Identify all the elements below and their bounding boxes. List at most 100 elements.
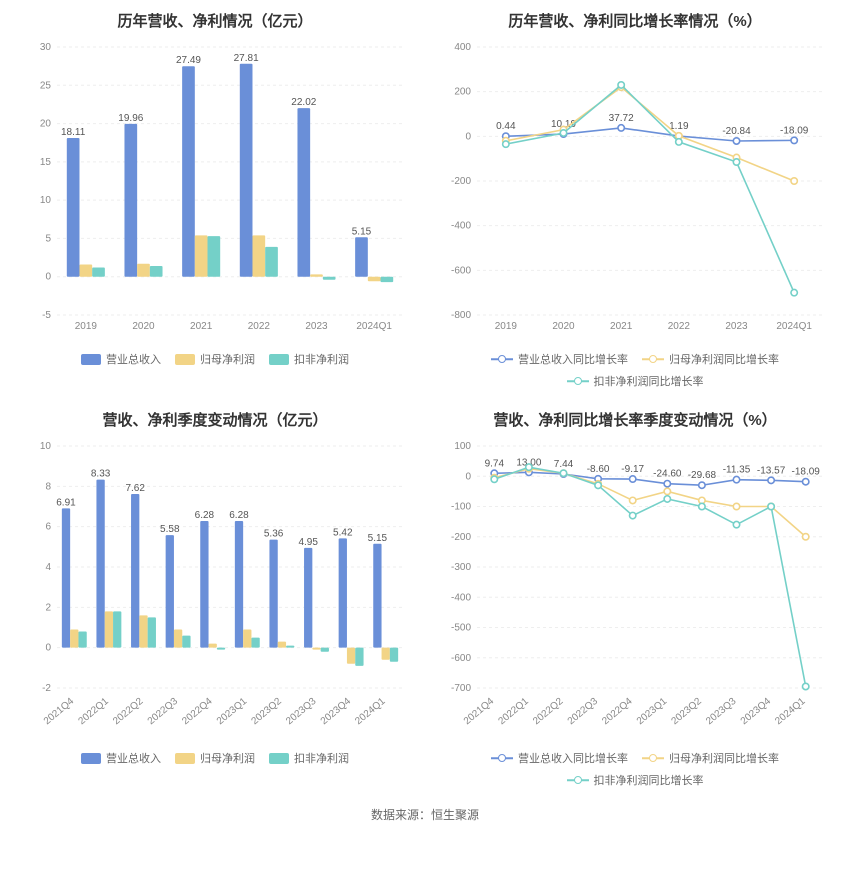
svg-text:6.28: 6.28 xyxy=(195,510,215,521)
svg-text:2023Q4: 2023Q4 xyxy=(319,696,354,728)
svg-text:2021: 2021 xyxy=(190,321,213,332)
svg-text:8: 8 xyxy=(45,481,51,492)
svg-text:5.15: 5.15 xyxy=(352,226,372,237)
svg-text:2023Q2: 2023Q2 xyxy=(249,696,284,728)
chart-legend: 营业总收入归母净利润 扣非净利润 xyxy=(81,750,349,766)
chart-panel: 历年营收、净利同比增长率情况（%）-800-600-400-2000200400… xyxy=(430,10,840,389)
legend-item: 归母净利润同比增长率 xyxy=(642,351,779,367)
svg-text:0: 0 xyxy=(465,471,471,482)
svg-text:400: 400 xyxy=(454,42,471,53)
svg-text:2023Q1: 2023Q1 xyxy=(215,696,250,728)
svg-text:-8.60: -8.60 xyxy=(587,464,610,475)
svg-text:6.28: 6.28 xyxy=(229,510,249,521)
svg-text:30: 30 xyxy=(40,42,52,53)
legend-label: 扣非净利润 xyxy=(294,750,349,766)
svg-text:-200: -200 xyxy=(451,532,471,543)
chart-panel: 营收、净利季度变动情况（亿元）-202468102021Q42022Q12022… xyxy=(10,409,420,788)
legend-item: 扣非净利润 xyxy=(269,750,349,766)
chart-legend: 营业总收入同比增长率归母净利润同比增长率扣非净利润同比增长率 xyxy=(435,750,835,788)
svg-text:8.33: 8.33 xyxy=(91,469,111,480)
legend-swatch xyxy=(269,753,289,764)
svg-text:5.42: 5.42 xyxy=(333,527,353,538)
svg-text:-500: -500 xyxy=(451,623,471,634)
svg-text:-5: -5 xyxy=(42,310,51,321)
legend-label: 营业总收入同比增长率 xyxy=(518,750,628,766)
svg-text:-18.09: -18.09 xyxy=(780,125,809,136)
svg-text:5.58: 5.58 xyxy=(160,524,180,535)
svg-text:-2: -2 xyxy=(42,683,51,694)
svg-text:25: 25 xyxy=(40,80,52,91)
chart-panel: 营收、净利同比增长率季度变动情况（%）-700-600-500-400-300-… xyxy=(430,409,840,788)
legend-item: 扣非净利润同比增长率 xyxy=(567,373,704,389)
svg-text:2021Q4: 2021Q4 xyxy=(42,696,77,728)
legend-label: 扣非净利润同比增长率 xyxy=(594,772,704,788)
legend-swatch xyxy=(642,753,664,763)
chart-legend: 营业总收入 归母净利润 扣非净利润 xyxy=(81,351,349,367)
svg-text:2022: 2022 xyxy=(668,321,691,332)
svg-text:0: 0 xyxy=(465,131,471,142)
svg-text:-200: -200 xyxy=(451,176,471,187)
svg-text:5.36: 5.36 xyxy=(264,529,284,540)
svg-text:2024Q1: 2024Q1 xyxy=(776,321,812,332)
svg-text:18.11: 18.11 xyxy=(61,127,86,138)
legend-swatch xyxy=(269,354,289,365)
legend-item: 归母净利润 xyxy=(175,750,255,766)
svg-text:7.44: 7.44 xyxy=(554,459,574,470)
svg-text:6: 6 xyxy=(45,522,51,533)
legend-item: 归母净利润 xyxy=(175,351,255,367)
bar-chart: -202468102021Q42022Q12022Q22022Q32022Q42… xyxy=(15,440,415,740)
svg-text:2022Q2: 2022Q2 xyxy=(111,696,146,728)
svg-text:19.96: 19.96 xyxy=(118,113,143,124)
legend-label: 归母净利润同比增长率 xyxy=(669,351,779,367)
legend-label: 归母净利润 xyxy=(200,351,255,367)
svg-text:-600: -600 xyxy=(451,653,471,664)
legend-swatch xyxy=(175,354,195,365)
legend-label: 营业总收入同比增长率 xyxy=(518,351,628,367)
legend-item: 归母净利润同比增长率 xyxy=(642,750,779,766)
svg-text:5.15: 5.15 xyxy=(368,533,388,544)
legend-label: 扣非净利润 xyxy=(294,351,349,367)
legend-label: 扣非净利润同比增长率 xyxy=(594,373,704,389)
svg-text:-700: -700 xyxy=(451,683,471,694)
svg-text:27.49: 27.49 xyxy=(176,55,201,66)
svg-text:2022Q3: 2022Q3 xyxy=(566,696,601,728)
legend-swatch xyxy=(81,354,101,365)
svg-text:5: 5 xyxy=(45,233,51,244)
legend-item: 营业总收入 xyxy=(81,351,161,367)
legend-swatch xyxy=(567,775,589,785)
legend-swatch xyxy=(642,354,664,364)
svg-text:0.44: 0.44 xyxy=(496,121,516,132)
svg-text:2019: 2019 xyxy=(495,321,518,332)
legend-label: 营业总收入 xyxy=(106,750,161,766)
svg-text:-29.68: -29.68 xyxy=(688,470,717,481)
svg-text:100: 100 xyxy=(454,441,471,452)
chart-title: 历年营收、净利同比增长率情况（%） xyxy=(508,10,761,31)
svg-text:2: 2 xyxy=(45,602,51,613)
svg-text:2021: 2021 xyxy=(610,321,633,332)
chart-panel: 历年营收、净利情况（亿元）-50510152025302019202020212… xyxy=(10,10,420,389)
chart-title: 营收、净利季度变动情况（亿元） xyxy=(102,409,327,430)
svg-text:37.72: 37.72 xyxy=(609,113,634,124)
svg-text:2022Q4: 2022Q4 xyxy=(180,696,215,728)
svg-text:-300: -300 xyxy=(451,562,471,573)
svg-text:200: 200 xyxy=(454,87,471,98)
svg-text:2022Q1: 2022Q1 xyxy=(496,696,531,728)
svg-text:2024Q1: 2024Q1 xyxy=(773,696,808,728)
svg-text:-400: -400 xyxy=(451,221,471,232)
svg-text:2021Q4: 2021Q4 xyxy=(462,696,497,728)
svg-text:-20.84: -20.84 xyxy=(722,126,751,137)
svg-text:0: 0 xyxy=(45,643,51,654)
svg-text:2020: 2020 xyxy=(552,321,575,332)
svg-text:0: 0 xyxy=(45,272,51,283)
chart-title: 历年营收、净利情况（亿元） xyxy=(117,10,312,31)
svg-text:4.95: 4.95 xyxy=(298,537,318,548)
svg-text:-11.35: -11.35 xyxy=(723,465,751,476)
svg-text:-9.17: -9.17 xyxy=(621,464,644,475)
legend-item: 营业总收入 xyxy=(81,750,161,766)
svg-text:7.62: 7.62 xyxy=(125,483,145,494)
svg-text:-600: -600 xyxy=(451,265,471,276)
legend-item: 营业总收入同比增长率 xyxy=(491,750,628,766)
svg-text:2022Q1: 2022Q1 xyxy=(76,696,111,728)
svg-text:2023: 2023 xyxy=(305,321,328,332)
svg-text:2022Q2: 2022Q2 xyxy=(531,696,566,728)
